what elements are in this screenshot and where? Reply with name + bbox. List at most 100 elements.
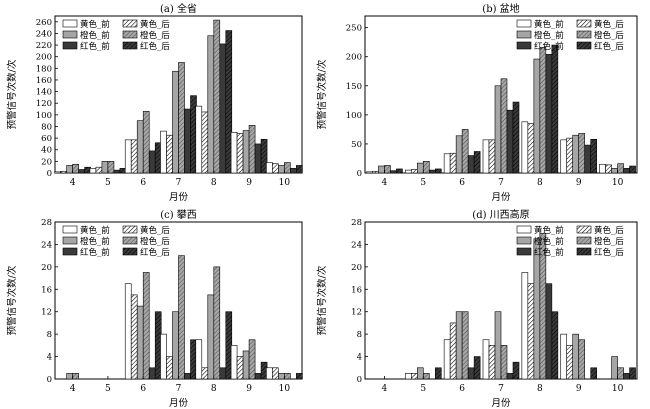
bar-橙色_前-7 <box>172 311 179 380</box>
bar-黄色_前-4 <box>54 171 61 174</box>
x-tick-label: 5 <box>420 178 426 188</box>
y-axis-label: 预警信号次数/次 <box>6 59 18 129</box>
y-tick-label: 20 <box>41 157 52 167</box>
bar-黄色_前-5 <box>404 373 412 380</box>
bar-橙色_后-6 <box>142 272 150 380</box>
bar-黄色_后-6 <box>449 152 457 174</box>
bar-黄色_后-8 <box>527 283 535 380</box>
bar-橙色_后-5 <box>107 161 115 174</box>
legend-label: 红色_前 <box>80 41 110 52</box>
bar-橙色_前-8 <box>207 35 215 174</box>
bar-黄色_前-8 <box>521 272 529 380</box>
x-tick-label: 4 <box>382 384 388 394</box>
x-tick-label: 9 <box>246 178 252 188</box>
bar-黄色_后-8 <box>201 111 209 174</box>
bar-橙色_前-6 <box>455 311 463 380</box>
bar-红色_前-9 <box>584 144 592 174</box>
legend-swatch <box>516 41 532 50</box>
bar-橙色_前-4 <box>66 373 73 380</box>
y-tick-label: 0 <box>47 169 52 179</box>
x-tick-label: 10 <box>612 178 624 188</box>
y-tick-label: 50 <box>351 140 362 150</box>
bar-橙色_前-7 <box>172 70 179 174</box>
legend-label: 橙色_前 <box>534 236 564 247</box>
bar-红色_前-7 <box>506 109 514 174</box>
bar-黄色_前-9 <box>230 131 238 174</box>
x-tick-label: 10 <box>612 384 624 394</box>
bar-红色_后-6 <box>473 356 481 380</box>
bar-橙色_后-7 <box>178 62 185 174</box>
legend-swatch <box>516 247 532 256</box>
bar-红色_后-8 <box>551 311 559 380</box>
bar-红色_后-10 <box>629 367 636 380</box>
legend-label: 红色_前 <box>534 41 564 52</box>
bar-橙色_前-4 <box>66 165 73 174</box>
y-tick-label: 220 <box>36 41 52 51</box>
bar-橙色_后-6 <box>461 129 469 174</box>
bar-黄色_前-10 <box>599 163 606 174</box>
legend-label: 红色_前 <box>80 247 110 258</box>
chart-title: (d) 川西高原 <box>472 208 529 221</box>
bar-红色_前-9 <box>254 373 262 380</box>
legend-label: 黄色_前 <box>534 19 564 30</box>
bar-黄色_后-10 <box>272 367 279 380</box>
bar-红色_前-8 <box>219 43 227 174</box>
legend-label: 红色_前 <box>534 247 564 258</box>
bar-黄色_前-6 <box>124 139 132 174</box>
y-tick-label: 60 <box>41 134 52 144</box>
bar-橙色_后-10 <box>284 162 291 174</box>
x-tick-label: 4 <box>70 178 76 188</box>
x-tick-label: 6 <box>140 178 146 188</box>
bar-橙色_前-10 <box>611 356 618 380</box>
bar-橙色_前-8 <box>533 58 541 174</box>
bar-橙色_后-10 <box>617 367 624 380</box>
y-tick-label: 24 <box>351 240 362 250</box>
bar-橙色_前-8 <box>207 294 215 380</box>
bar-黄色_后-9 <box>566 345 574 380</box>
y-tick-label: 12 <box>351 308 362 318</box>
legend: 黄色_前 黄色_后橙色_前 橙色_后红色_前 红色_后 <box>516 19 624 52</box>
bar-黄色_前-6 <box>443 339 451 380</box>
y-axis-label: 预警信号次数/次 <box>6 265 18 335</box>
bar-黄色_后-7 <box>488 139 496 174</box>
y-tick-label: 20 <box>351 263 362 273</box>
bar-黄色_后-6 <box>130 139 138 174</box>
bar-红色_后-10 <box>296 373 303 380</box>
bar-黄色_前-10 <box>266 367 273 380</box>
bar-黄色_前-9 <box>560 333 568 380</box>
bar-红色_前-7 <box>184 108 191 174</box>
bar-红色_后-6 <box>473 151 481 174</box>
bar-红色_前-5 <box>428 169 436 174</box>
bar-黄色_前-9 <box>230 345 238 380</box>
bar-黄色_前-8 <box>195 105 203 174</box>
bar-橙色_后-4 <box>384 165 391 174</box>
chart-title: (c) 攀西 <box>160 208 197 221</box>
y-tick-label: 240 <box>36 29 52 39</box>
bar-橙色_后-8 <box>213 266 221 380</box>
legend-label: 橙色_前 <box>80 236 110 247</box>
legend-swatch <box>576 30 592 39</box>
bar-红色_后-9 <box>590 367 598 380</box>
y-axis-label: 预警信号次数/次 <box>316 265 328 335</box>
bar-黄色_后-9 <box>236 133 244 174</box>
bar-红色_前-10 <box>623 373 630 380</box>
legend-swatch <box>576 247 592 256</box>
x-tick-label: 8 <box>537 178 543 188</box>
x-tick-label: 7 <box>498 178 504 188</box>
bar-黄色_后-10 <box>605 164 612 174</box>
y-tick-label: 12 <box>41 308 52 318</box>
legend-swatch <box>62 30 78 39</box>
bar-红色_前-7 <box>184 373 191 380</box>
bar-橙色_前-9 <box>242 130 250 174</box>
x-tick-label: 9 <box>576 178 582 188</box>
y-tick-label: 28 <box>41 218 52 228</box>
bar-黄色_后-4 <box>372 170 379 174</box>
bar-黄色_前-7 <box>482 139 490 174</box>
bar-红色_前-7 <box>506 373 514 380</box>
bar-黄色_前-5 <box>404 169 412 174</box>
bar-橙色_后-10 <box>617 163 624 174</box>
bar-橙色_后-9 <box>578 339 586 380</box>
bar-橙色_后-7 <box>178 255 185 380</box>
bar-红色_后-4 <box>396 168 403 174</box>
y-tick-label: 0 <box>357 375 362 385</box>
